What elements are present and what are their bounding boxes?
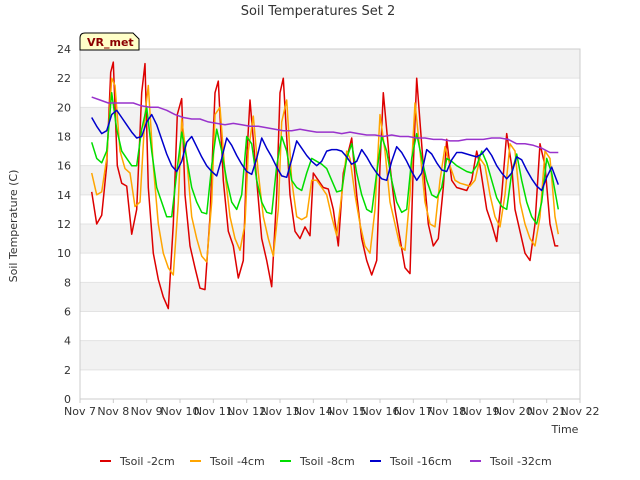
y-tick-label: 20: [57, 101, 71, 114]
grid-band: [80, 49, 580, 79]
station-badge: VR_met: [79, 32, 140, 51]
x-tick-label: Nov 14: [294, 405, 333, 418]
y-tick-label: 12: [57, 218, 71, 231]
grid-band: [80, 311, 580, 341]
y-tick-label: 6: [64, 306, 71, 319]
legend-label: Tsoil -4cm: [209, 455, 265, 468]
x-tick-label: Nov 21: [527, 405, 566, 418]
x-tick-label: Nov 7: [64, 405, 96, 418]
x-axis-label: Time: [551, 423, 579, 436]
x-tick-label: Nov 18: [427, 405, 466, 418]
legend-label: Tsoil -2cm: [119, 455, 175, 468]
station-badge-label: VR_met: [87, 36, 134, 49]
series-lines: [90, 61, 560, 310]
grid-band: [80, 78, 580, 108]
legend-label: Tsoil -8cm: [299, 455, 355, 468]
plot-area: [79, 48, 581, 400]
x-tick-label: Nov 10: [161, 405, 200, 418]
y-tick-label: 0: [64, 393, 71, 406]
grid-band: [80, 340, 580, 370]
y-tick-label: 22: [57, 72, 71, 85]
y-tick-label: 4: [64, 335, 71, 348]
legend-label: Tsoil -32cm: [489, 455, 552, 468]
grid-band: [80, 136, 580, 166]
y-tick-label: 10: [57, 247, 71, 260]
grid-band: [80, 224, 580, 254]
x-tick-label: Nov 19: [461, 405, 500, 418]
y-tick-label: 8: [64, 276, 71, 289]
x-tick-label: Nov 16: [361, 405, 400, 418]
x-tick-label: Nov 8: [97, 405, 129, 418]
x-tick-label: Nov 22: [561, 405, 600, 418]
x-tick-label: Nov 13: [261, 405, 300, 418]
grid-bands: [80, 48, 580, 400]
y-tick-label: 2: [64, 364, 71, 377]
y-tick-label: 24: [57, 43, 71, 56]
x-tick-label: Nov 11: [194, 405, 233, 418]
legend-label: Tsoil -16cm: [389, 455, 452, 468]
x-tick-label: Nov 15: [327, 405, 366, 418]
y-tick-label: 16: [57, 160, 71, 173]
legend: Tsoil -2cm Tsoil -4cm Tsoil -8cm Tsoil -16c…: [100, 455, 552, 468]
y-tick-label: 14: [57, 189, 71, 202]
grid-band: [80, 369, 580, 399]
x-tick-label: Nov 9: [131, 405, 163, 418]
x-tick-label: Nov 12: [227, 405, 266, 418]
series-line-tsoil-8cm: [90, 92, 560, 225]
series-line-tsoil-16cm: [91, 109, 560, 192]
grid-band: [80, 165, 580, 195]
grid-band: [80, 282, 580, 312]
series-line-tsoil-32cm: [91, 96, 559, 154]
grid-band: [80, 253, 580, 283]
y-axis-label: Soil Temperature (C): [7, 170, 20, 283]
series-line-tsoil-2cm: [90, 61, 559, 310]
chart-title: Soil Temperatures Set 2: [241, 4, 396, 19]
y-tick-label: 18: [57, 131, 71, 144]
x-tick-label: Nov 20: [494, 405, 533, 418]
x-tick-label: Nov 17: [394, 405, 433, 418]
series-line-tsoil-4cm: [90, 77, 560, 276]
